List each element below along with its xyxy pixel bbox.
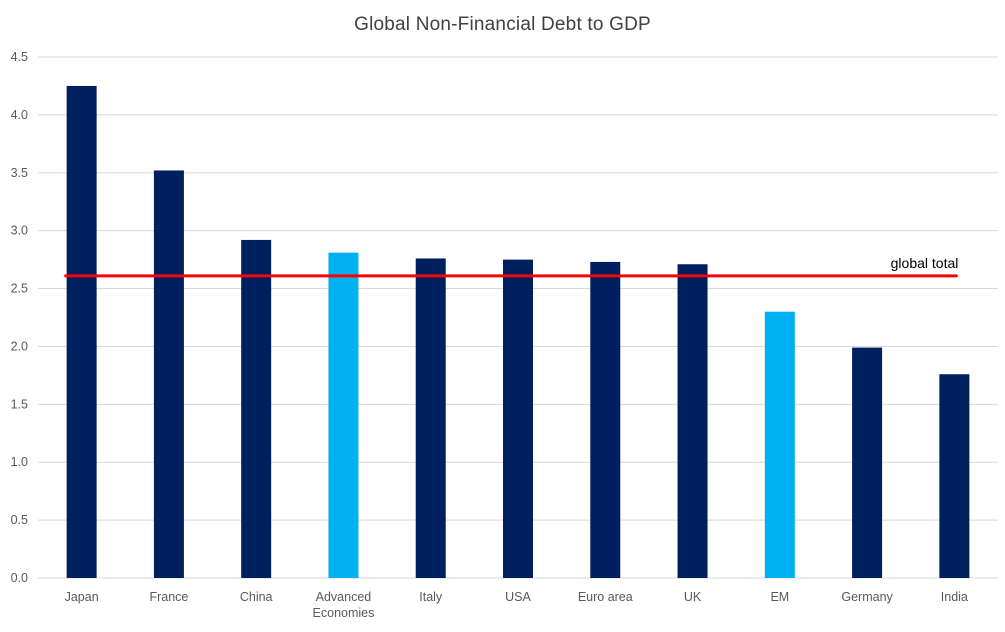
x-category-label-9: Germany [841,590,893,604]
x-category-label-5: USA [505,590,531,604]
reference-line-group: global total [64,255,959,278]
bars [66,85,970,579]
bar-10 [939,374,970,578]
y-tick-label-9: 4.5 [11,50,28,64]
x-category-label-4: Italy [419,590,443,604]
x-axis-category-labels: Japan France China Advanced Economies Italy US… [65,590,968,620]
x-category-label-7: UK [684,590,702,604]
bar-3 [328,252,359,579]
x-category-label-6: Euro area [578,590,633,604]
y-tick-label-8: 4.0 [11,108,28,122]
y-tick-label-6: 3.0 [11,224,28,238]
bar-6 [590,261,621,578]
x-category-label-10: India [941,590,968,604]
y-tick-label-2: 1.0 [11,455,28,469]
y-tick-label-7: 3.5 [11,166,28,180]
global-total-label: global total [891,255,959,271]
y-axis-tick-labels: 0.0 0.5 1.0 1.5 2.0 2.5 3.0 3.5 4.0 4.5 [11,50,28,585]
x-category-label-0: Japan [65,590,99,604]
bar-8 [764,311,795,578]
chart-title: Global Non-Financial Debt to GDP [354,14,651,35]
bar-9 [852,347,883,578]
bar-0 [66,85,97,578]
x-category-label-2: China [240,590,273,604]
bar-4 [415,258,446,578]
y-tick-label-0: 0.0 [11,571,28,585]
bar-2 [241,239,272,578]
y-tick-label-4: 2.0 [11,339,28,353]
bar-1 [153,170,184,578]
x-category-label-8: EM [770,590,789,604]
bar-5 [503,259,533,578]
y-tick-label-1: 0.5 [11,513,28,527]
bar-7 [677,264,708,578]
y-tick-label-5: 2.5 [11,282,28,296]
y-tick-label-3: 1.5 [11,397,28,411]
x-category-label-3: Advanced Economies [313,590,375,620]
x-category-label-1: France [149,590,188,604]
